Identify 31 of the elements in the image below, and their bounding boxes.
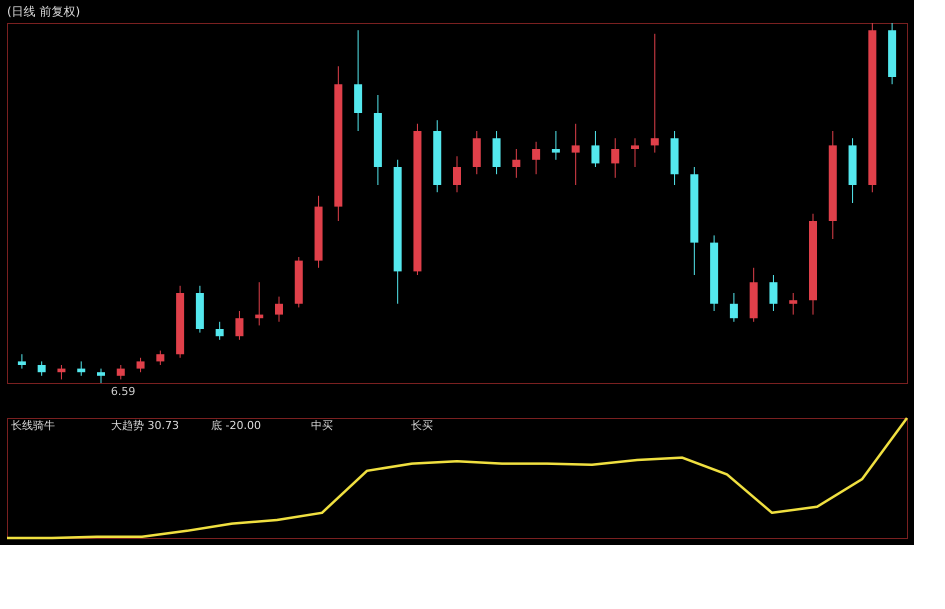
annotation: 长买 xyxy=(411,419,433,432)
candlestick xyxy=(591,130,600,168)
text: 6.59 xyxy=(110,385,136,398)
annotation: 底 -20.00 xyxy=(211,419,261,432)
candlestick xyxy=(116,364,125,380)
annotation: 中买 xyxy=(311,419,333,432)
candlestick xyxy=(789,292,798,316)
candlestick xyxy=(730,292,738,322)
candlestick xyxy=(235,310,244,340)
candlestick xyxy=(57,364,66,380)
candlestick xyxy=(769,274,778,312)
candlestick xyxy=(611,138,620,178)
candlestick xyxy=(453,156,461,193)
candlestick xyxy=(552,130,560,160)
candlestick xyxy=(136,357,145,373)
candlestick xyxy=(512,148,520,178)
candlestick xyxy=(18,354,26,370)
candlestick xyxy=(532,141,540,175)
annotation: 长线骑牛 xyxy=(11,419,55,432)
candlestick xyxy=(255,282,264,326)
chart-title: (日线 前复权) xyxy=(7,4,80,18)
candlestick xyxy=(275,296,283,322)
candlestick xyxy=(77,360,86,376)
candlestick xyxy=(216,321,224,340)
candlestick xyxy=(156,350,164,366)
candlestick xyxy=(631,138,639,168)
candlestick xyxy=(97,368,105,384)
candlestick xyxy=(38,360,46,376)
candlestick xyxy=(572,123,580,186)
candlestick xyxy=(650,33,659,154)
annotation: 大趋势 30.73 xyxy=(111,419,179,432)
